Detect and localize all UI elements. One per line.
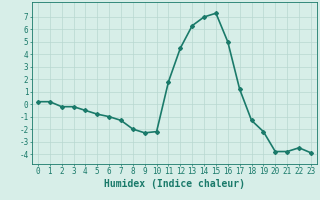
X-axis label: Humidex (Indice chaleur): Humidex (Indice chaleur) [104,179,245,189]
